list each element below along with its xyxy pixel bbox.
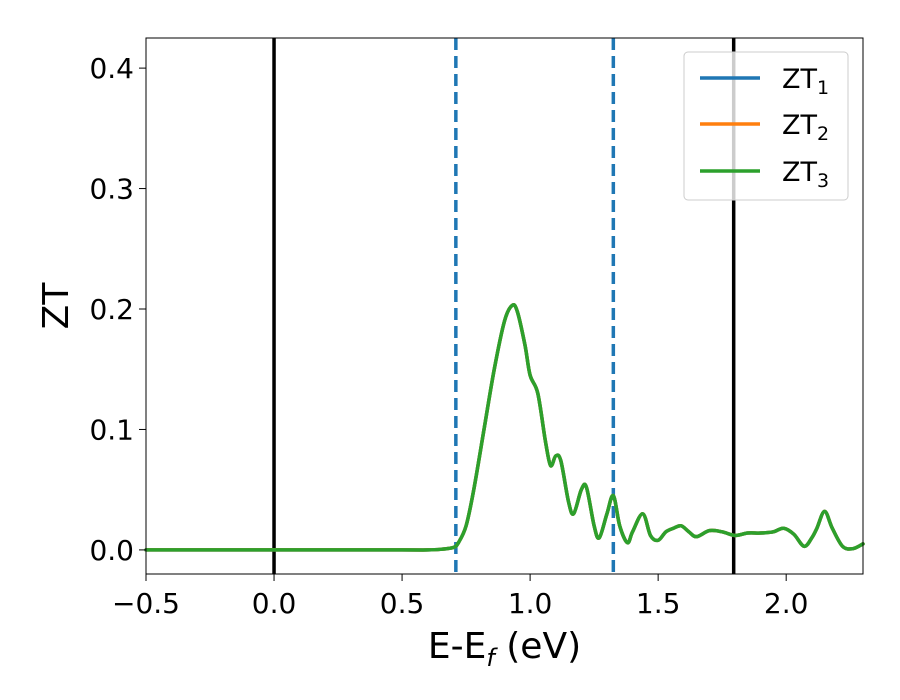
legend-entry: ZT1 bbox=[700, 64, 829, 99]
x-axis-label: E-Ef (eV) bbox=[428, 626, 581, 672]
y-tick-label: 0.2 bbox=[89, 293, 134, 326]
y-tick-label: 0.0 bbox=[89, 534, 134, 567]
x-tick-label: 1.0 bbox=[508, 587, 553, 620]
axis-ticks: −0.5 0.0 0.5 1.0 1.5 2.0 0.0 0.1 0.2 0.3 0.4 bbox=[89, 52, 808, 620]
y-axis-label: ZT bbox=[36, 282, 77, 330]
x-tick-label: 0.5 bbox=[380, 587, 425, 620]
x-tick-label: 0.0 bbox=[252, 587, 297, 620]
series-line-zt2 bbox=[144, 303, 865, 552]
series-lines bbox=[144, 303, 865, 552]
x-tick-label: 1.5 bbox=[636, 587, 681, 620]
series-line-zt3 bbox=[144, 303, 865, 552]
legend-label: ZT1 bbox=[782, 64, 829, 99]
y-tick-label: 0.3 bbox=[89, 173, 134, 206]
legend-box bbox=[683, 51, 849, 201]
legend-label: ZT2 bbox=[782, 110, 829, 145]
series-line-zt1 bbox=[144, 303, 865, 552]
legend: ZT1 ZT2 ZT3 bbox=[683, 51, 849, 201]
y-tick-label: 0.4 bbox=[89, 52, 134, 85]
legend-entry: ZT2 bbox=[700, 110, 829, 145]
legend-entry: ZT3 bbox=[700, 157, 829, 192]
plot-frame bbox=[145, 37, 864, 575]
vertical-reference-lines bbox=[272, 38, 736, 574]
y-tick-label: 0.1 bbox=[89, 413, 134, 446]
x-tick-label: −0.5 bbox=[112, 587, 180, 620]
x-tick-label: 2.0 bbox=[764, 587, 809, 620]
legend-label: ZT3 bbox=[782, 157, 829, 192]
